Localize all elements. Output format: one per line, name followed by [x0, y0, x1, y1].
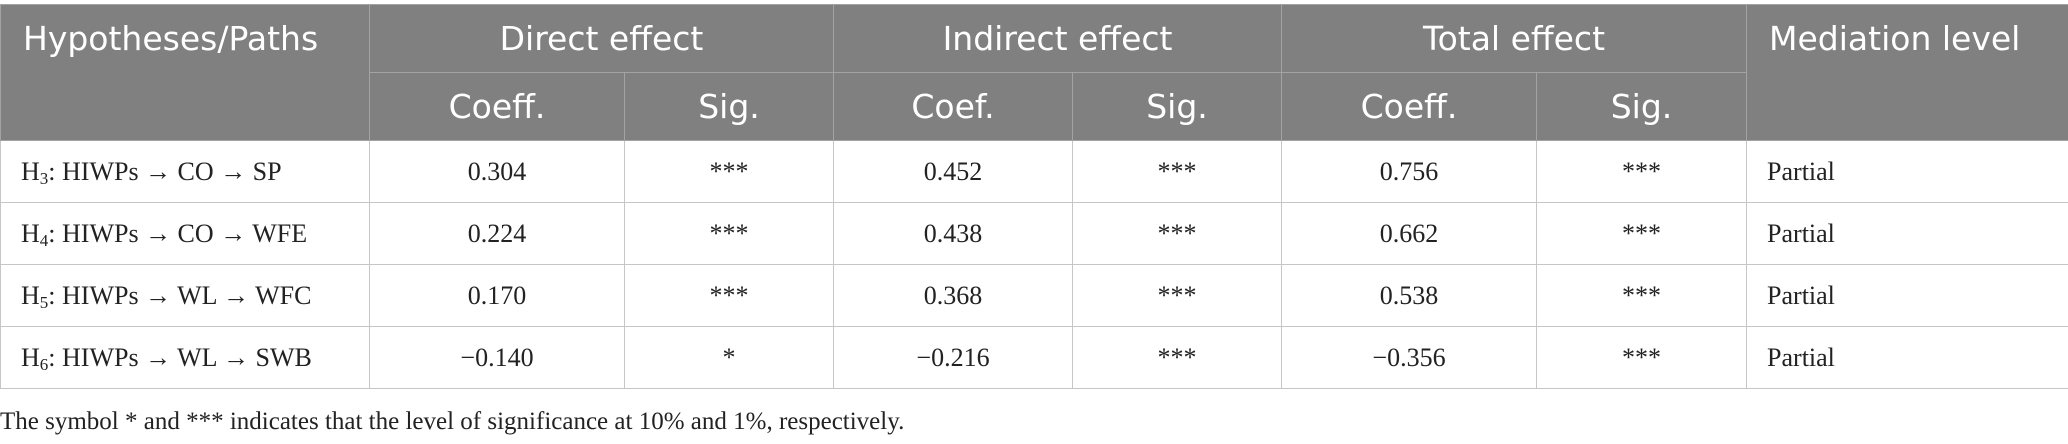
indirect-sig-cell: *** — [1072, 264, 1283, 327]
table-body: H3: HIWPs → CO → SP 0.304 *** 0.452 *** … — [0, 140, 2068, 389]
indirect-coef-cell: 0.452 — [833, 140, 1074, 203]
path-text: : HIWPs → CO → WFE — [48, 218, 308, 248]
indirect-sig-cell: *** — [1072, 326, 1283, 389]
total-sig-cell: *** — [1536, 140, 1748, 203]
header-total-sig: Sig. — [1536, 72, 1748, 141]
indirect-sig-cell: *** — [1072, 202, 1283, 265]
path-cell: H6: HIWPs → WL → SWB — [0, 326, 370, 389]
indirect-coef-cell: −0.216 — [833, 326, 1074, 389]
direct-sig-cell: *** — [623, 264, 835, 327]
table-header: Hypotheses/Paths Direct effect Indirect … — [0, 4, 2068, 141]
total-coef-cell: 0.538 — [1281, 264, 1538, 327]
mediation-results-table: Hypotheses/Paths Direct effect Indirect … — [0, 4, 2068, 389]
hypothesis-letter: H — [21, 156, 40, 186]
table-footnote: The symbol * and *** indicates that the … — [0, 408, 905, 435]
mediation-level-cell: Partial — [1746, 264, 2068, 327]
table-row: H3: HIWPs → CO → SP 0.304 *** 0.452 *** … — [0, 140, 2068, 203]
hypothesis-number: 4 — [39, 230, 49, 250]
path-cell: H4: HIWPs → CO → WFE — [0, 202, 370, 265]
path-text: : HIWPs → CO → SP — [48, 156, 282, 186]
total-sig-cell: *** — [1536, 202, 1748, 265]
header-indirect-sig: Sig. — [1072, 72, 1283, 141]
mediation-level-cell: Partial — [1746, 202, 2068, 265]
direct-sig-cell: *** — [623, 140, 835, 203]
indirect-sig-cell: *** — [1072, 140, 1283, 203]
mediation-level-cell: Partial — [1746, 326, 2068, 389]
header-direct-effect: Direct effect — [368, 4, 835, 73]
total-coef-cell: 0.756 — [1281, 140, 1538, 203]
path-text: : HIWPs → WL → SWB — [48, 342, 312, 372]
header-direct-sig: Sig. — [623, 72, 835, 141]
header-indirect-coef: Coef. — [833, 72, 1074, 141]
total-sig-cell: *** — [1536, 264, 1748, 327]
hypothesis-letter: H — [21, 342, 40, 372]
header-indirect-effect: Indirect effect — [833, 4, 1283, 73]
direct-coef-cell: 0.304 — [369, 140, 625, 203]
indirect-coef-cell: 0.368 — [833, 264, 1074, 327]
path-text: : HIWPs → WL → WFC — [48, 280, 312, 310]
total-coef-cell: −0.356 — [1281, 326, 1538, 389]
header-total-effect: Total effect — [1281, 4, 1748, 73]
hypothesis-number: 5 — [39, 292, 49, 312]
hypothesis-letter: H — [21, 280, 40, 310]
path-cell: H5: HIWPs → WL → WFC — [0, 264, 370, 327]
table-row: H4: HIWPs → CO → WFE 0.224 *** 0.438 ***… — [0, 202, 2068, 265]
hypothesis-number: 6 — [39, 354, 49, 374]
header-paths: Hypotheses/Paths — [0, 4, 370, 141]
direct-sig-cell: * — [623, 326, 835, 389]
header-direct-coef: Coeff. — [369, 72, 625, 141]
direct-coef-cell: 0.224 — [369, 202, 625, 265]
total-sig-cell: *** — [1536, 326, 1748, 389]
table-row: H6: HIWPs → WL → SWB −0.140 * −0.216 ***… — [0, 326, 2068, 389]
hypothesis-letter: H — [21, 218, 40, 248]
indirect-coef-cell: 0.438 — [833, 202, 1074, 265]
direct-sig-cell: *** — [623, 202, 835, 265]
total-coef-cell: 0.662 — [1281, 202, 1538, 265]
mediation-level-cell: Partial — [1746, 140, 2068, 203]
path-cell: H3: HIWPs → CO → SP — [0, 140, 370, 203]
hypothesis-number: 3 — [39, 168, 49, 188]
header-mediation-level: Mediation level — [1746, 4, 2068, 141]
direct-coef-cell: −0.140 — [369, 326, 625, 389]
direct-coef-cell: 0.170 — [369, 264, 625, 327]
table-row: H5: HIWPs → WL → WFC 0.170 *** 0.368 ***… — [0, 264, 2068, 327]
header-total-coef: Coeff. — [1281, 72, 1538, 141]
